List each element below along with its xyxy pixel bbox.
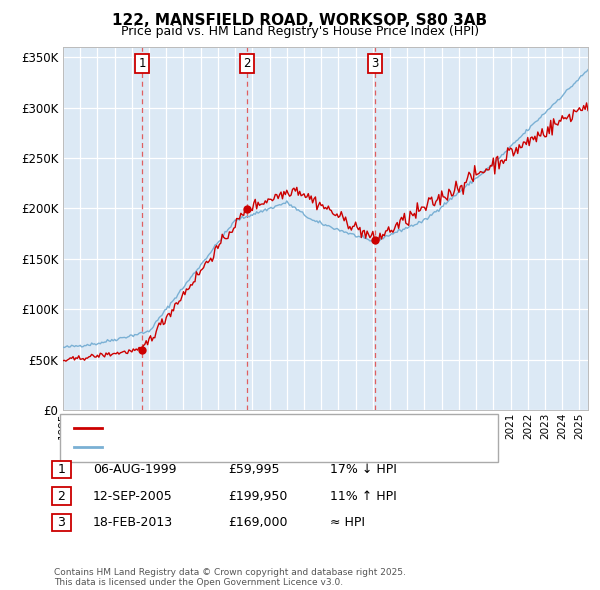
Text: HPI: Average price, detached house, Bassetlaw: HPI: Average price, detached house, Bass… <box>108 442 365 452</box>
Text: 2: 2 <box>244 57 251 70</box>
Text: £169,000: £169,000 <box>228 516 287 529</box>
Text: 1: 1 <box>139 57 146 70</box>
Text: 18-FEB-2013: 18-FEB-2013 <box>93 516 173 529</box>
Text: £59,995: £59,995 <box>228 463 280 476</box>
Text: 122, MANSFIELD ROAD, WORKSOP, S80 3AB: 122, MANSFIELD ROAD, WORKSOP, S80 3AB <box>112 13 488 28</box>
Text: 17% ↓ HPI: 17% ↓ HPI <box>330 463 397 476</box>
Text: 12-SEP-2005: 12-SEP-2005 <box>93 490 173 503</box>
Text: 1: 1 <box>57 463 65 476</box>
Text: £199,950: £199,950 <box>228 490 287 503</box>
Text: Contains HM Land Registry data © Crown copyright and database right 2025.
This d: Contains HM Land Registry data © Crown c… <box>54 568 406 587</box>
Text: ≈ HPI: ≈ HPI <box>330 516 365 529</box>
Text: 06-AUG-1999: 06-AUG-1999 <box>93 463 176 476</box>
Text: 3: 3 <box>371 57 379 70</box>
Text: 3: 3 <box>57 516 65 529</box>
Text: 11% ↑ HPI: 11% ↑ HPI <box>330 490 397 503</box>
Text: Price paid vs. HM Land Registry's House Price Index (HPI): Price paid vs. HM Land Registry's House … <box>121 25 479 38</box>
Text: 2: 2 <box>57 490 65 503</box>
Text: 122, MANSFIELD ROAD, WORKSOP, S80 3AB (detached house): 122, MANSFIELD ROAD, WORKSOP, S80 3AB (d… <box>108 424 450 434</box>
